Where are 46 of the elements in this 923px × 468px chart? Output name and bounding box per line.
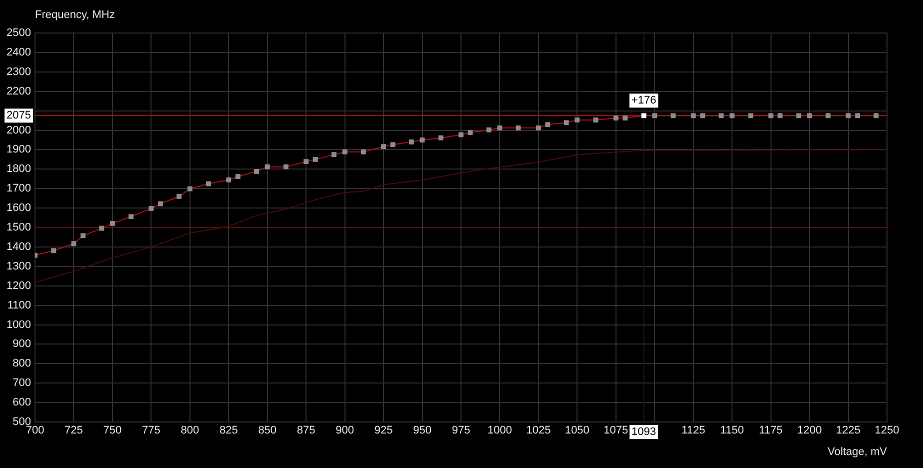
- x-tick-label: 925: [374, 424, 393, 437]
- x-tick-label: 725: [64, 424, 83, 437]
- y-tick-label: 1000: [6, 318, 31, 331]
- y-tick-label: 1800: [6, 163, 31, 176]
- x-tick-label: 1050: [564, 424, 590, 437]
- x-tick-label: 1025: [526, 424, 551, 437]
- x-tick-label: 775: [142, 424, 160, 437]
- x-tick-label: 750: [103, 424, 122, 437]
- y-tick-label: 1300: [6, 260, 31, 272]
- y-tick-label: 2200: [6, 85, 31, 98]
- x-tick-label: 1200: [797, 424, 822, 437]
- y-tick-label: 1500: [6, 222, 31, 234]
- y-tick-label: 2300: [6, 66, 31, 78]
- x-tick-label: 1000: [487, 424, 512, 437]
- y-tick-label: 1700: [6, 182, 31, 195]
- x-axis-title: Voltage, mV: [828, 446, 888, 458]
- y-tick-label: 1200: [6, 280, 31, 292]
- x-tick-label: 1175: [758, 424, 783, 437]
- y-tick-label: 900: [12, 338, 31, 350]
- x-tick-label: 975: [452, 424, 470, 437]
- x-tick-label: 1150: [720, 424, 744, 437]
- y-tick-label: 600: [12, 396, 31, 409]
- x-tick-label: 1075: [604, 424, 628, 437]
- ref-line-label: 2075: [6, 110, 32, 122]
- x-tick-label: 875: [296, 424, 316, 437]
- x-tick-label: 800: [180, 424, 200, 437]
- y-axis-title: Frequency, MHz: [35, 9, 115, 22]
- y-tick-label: 2500: [6, 27, 31, 40]
- x-tick-label: 900: [336, 424, 354, 437]
- y-tick-label: 2000: [6, 124, 31, 136]
- y-tick-label: 700: [12, 377, 31, 390]
- x-tick-label: 825: [219, 424, 238, 437]
- x-tick-label: 1250: [874, 424, 900, 437]
- x-tick-label: 1125: [682, 424, 706, 437]
- y-tick-label: 1400: [6, 240, 31, 253]
- x-tick-label: 700: [26, 424, 44, 437]
- y-tick-label: 1600: [6, 202, 31, 214]
- y-tick-label: 800: [12, 358, 31, 370]
- x-tick-label: 950: [413, 424, 432, 437]
- ref-line-label: 1093: [632, 426, 656, 438]
- y-tick-label: 1900: [6, 144, 31, 156]
- x-tick-label: 850: [258, 424, 277, 437]
- annotation: +176: [631, 94, 656, 107]
- y-tick-label: 1100: [7, 299, 31, 312]
- y-tick-label: 2400: [6, 46, 31, 58]
- x-tick-label: 1225: [836, 424, 861, 437]
